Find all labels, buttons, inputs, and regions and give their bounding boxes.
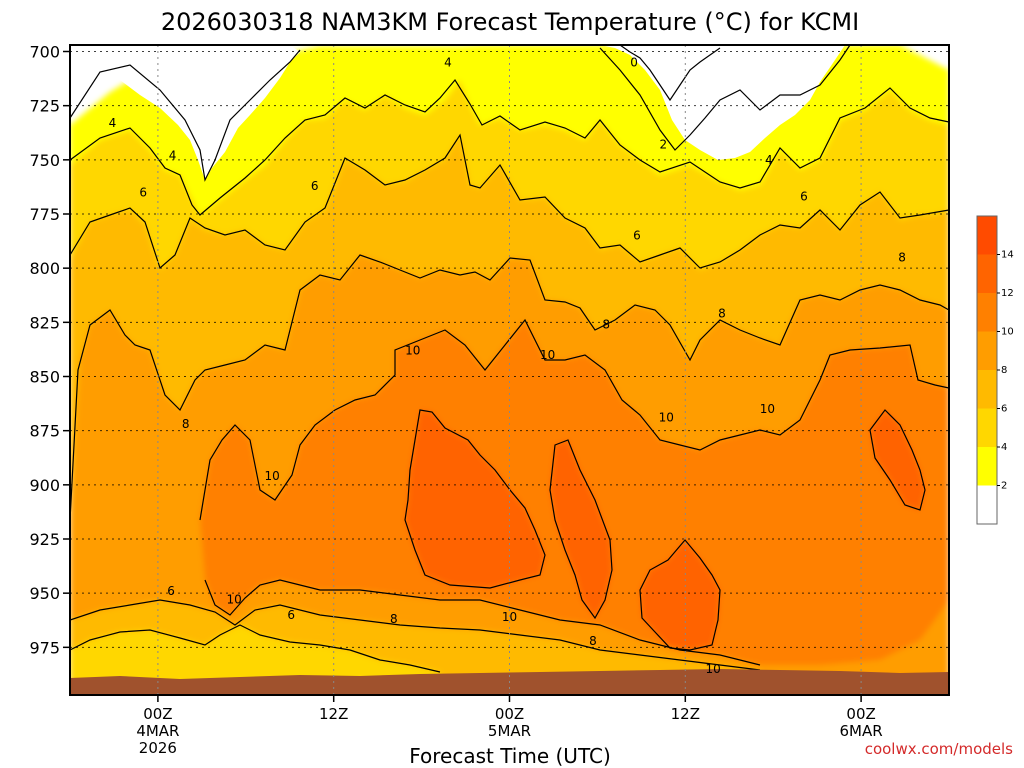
colorbar-swatch (977, 216, 997, 255)
contour-label: 6 (139, 185, 147, 199)
contour-label: 8 (602, 318, 610, 332)
colorbar-label: 10 (1001, 327, 1014, 338)
x-tick-label: 12Z (319, 705, 348, 723)
y-tick-label: 950 (29, 584, 60, 603)
colorbar-label: 6 (1001, 404, 1007, 415)
contour-12-a (404, 409, 546, 589)
contour-12-d (869, 409, 926, 511)
credit-text[interactable]: coolwx.com/models (865, 740, 1013, 758)
colorbar-swatch (977, 331, 997, 370)
y-tick-label: 775 (29, 205, 60, 224)
contour-lines (70, 45, 949, 673)
colorbar-swatch (977, 408, 997, 447)
contour-label: 8 (898, 250, 906, 264)
colorbar-swatch (977, 293, 997, 332)
contour-label: 8 (589, 634, 597, 648)
contour-label: 10 (760, 402, 775, 416)
contour-label: 8 (718, 307, 726, 321)
colorbar-label: 4 (1001, 442, 1007, 453)
contour-10 (199, 318, 949, 521)
y-axis: 700 725 750 775 800 825 850 875 900 925 950 975 (29, 43, 70, 657)
contour-label: 10 (705, 662, 720, 676)
contour-labels: 0 2 4 4 4 4 6 6 6 6 6 6 8 8 8 8 8 8 10 10 10 10 10 10 10 10 (109, 55, 906, 676)
contour-label: 4 (444, 55, 452, 69)
colorbar: 2 4 6 8 10 12 14 (976, 215, 1014, 525)
contour-8-low (70, 599, 761, 671)
contour-10-low (204, 579, 761, 666)
contour-label: 6 (287, 608, 295, 622)
contour-label: 10 (265, 469, 280, 483)
contour-label: 4 (169, 149, 177, 163)
x-tick-label: 00Z (143, 705, 172, 723)
band-12-14-b (550, 440, 612, 618)
contour-label: 10 (659, 411, 674, 425)
contour-label: 6 (633, 229, 641, 243)
contour-label: 6 (167, 584, 175, 598)
contour-label: 10 (405, 344, 420, 358)
contour-label: 8 (390, 612, 398, 626)
x-tick-label: 4MAR (136, 722, 179, 740)
y-tick-label: 800 (29, 259, 60, 278)
contour-label: 2 (660, 138, 668, 152)
plot-area (70, 45, 949, 695)
y-tick-label: 725 (29, 97, 60, 116)
contour-2 (70, 45, 851, 182)
x-tick-label: 5MAR (488, 722, 531, 740)
contour-label: 4 (109, 116, 117, 130)
contour-12-b (549, 439, 613, 620)
y-tick-label: 700 (29, 43, 60, 62)
contour-label: 0 (630, 55, 638, 69)
colorbar-swatch (977, 370, 997, 409)
contour-label: 6 (311, 179, 319, 193)
y-tick-label: 925 (29, 530, 60, 549)
x-tick-label: 00Z (495, 705, 524, 723)
contour-label: 10 (226, 593, 241, 607)
y-tick-label: 975 (29, 638, 60, 657)
x-tick-label: 6MAR (840, 722, 883, 740)
x-tick-label: 12Z (671, 705, 700, 723)
contour-12-c (639, 539, 721, 651)
contour-6 (70, 133, 949, 270)
chart-title: 2026030318 NAM3KM Forecast Temperature (… (161, 8, 859, 36)
band-12-14-c (640, 540, 720, 650)
contour-label: 10 (502, 610, 517, 624)
contour-6-low (70, 624, 441, 673)
region-below-0-b (600, 45, 845, 160)
y-tick-label: 750 (29, 151, 60, 170)
contour-4 (70, 78, 949, 216)
region-below-0 (70, 45, 300, 180)
contour-label: 8 (182, 417, 190, 431)
contour-label: 10 (540, 348, 555, 362)
y-tick-label: 850 (29, 368, 60, 387)
grid-lines (70, 45, 949, 695)
contour-0 (619, 45, 721, 102)
x-axis-label: Forecast Time (UTC) (409, 744, 611, 768)
contour-label: 4 (765, 153, 773, 167)
y-tick-label: 875 (29, 422, 60, 441)
y-tick-label: 825 (29, 313, 60, 332)
colorbar-swatch (977, 485, 997, 524)
colorbar-label: 12 (1001, 288, 1014, 299)
y-tick-label: 900 (29, 476, 60, 495)
colorbar-label: 14 (1001, 250, 1014, 261)
colorbar-label: 8 (1001, 365, 1007, 376)
contour-label: 6 (800, 190, 808, 204)
colorbar-swatch (977, 254, 997, 293)
contour-8 (70, 254, 949, 521)
colorbar-label: 2 (1001, 481, 1007, 492)
x-tick-label: 00Z (846, 705, 875, 723)
colorbar-swatch (977, 447, 997, 486)
x-tick-label: 2026 (139, 739, 177, 757)
